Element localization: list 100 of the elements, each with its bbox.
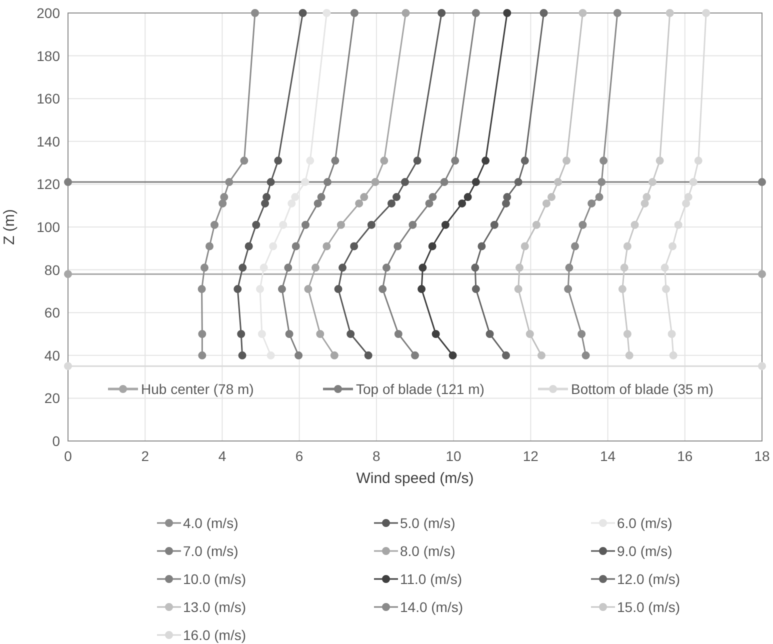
y-tick-label: 40 [44, 347, 60, 364]
point [515, 264, 524, 272]
point [503, 193, 512, 202]
point [578, 330, 586, 338]
point [471, 264, 480, 272]
point [350, 9, 358, 17]
point [330, 351, 338, 360]
point [285, 330, 294, 338]
point [502, 199, 510, 208]
point [387, 199, 396, 208]
point [668, 242, 677, 250]
point [571, 242, 580, 250]
point [600, 156, 608, 165]
point [432, 330, 440, 338]
point [666, 9, 674, 17]
point [312, 264, 320, 272]
point [252, 220, 260, 229]
point [382, 264, 390, 272]
point [451, 156, 460, 165]
point [322, 242, 331, 250]
point [564, 285, 572, 294]
legend-label: 12.0 (m/s) [617, 571, 680, 587]
point [210, 220, 219, 229]
point [266, 351, 275, 360]
point [702, 9, 710, 17]
point [294, 351, 303, 360]
point [206, 242, 214, 250]
point [346, 330, 355, 338]
x-tick-label: 6 [295, 448, 304, 464]
point [64, 270, 72, 278]
point [428, 193, 437, 202]
point [355, 199, 364, 208]
point [200, 264, 208, 272]
point [472, 9, 480, 17]
point [198, 351, 206, 360]
legend-label: 6.0 (m/s) [617, 515, 672, 531]
point [198, 330, 206, 338]
x-axis-title: Wind speed (m/s) [356, 470, 474, 487]
point [689, 178, 698, 186]
y-tick-label: 80 [44, 262, 60, 278]
point [674, 220, 682, 229]
legend-label: Bottom of blade (35 m) [571, 381, 714, 397]
point [613, 9, 622, 17]
point [350, 242, 358, 250]
point [464, 193, 472, 202]
legend-label: Top of blade (121 m) [356, 381, 484, 397]
point [269, 242, 278, 250]
point [298, 9, 307, 17]
point [656, 156, 664, 165]
point [225, 178, 234, 186]
point [364, 351, 372, 360]
point [595, 193, 604, 202]
point [440, 178, 448, 186]
point [256, 285, 264, 294]
legend-label: 13.0 (m/s) [183, 599, 246, 615]
point [540, 9, 548, 17]
point [220, 193, 228, 202]
point [502, 351, 510, 360]
point [301, 178, 310, 186]
point [378, 285, 387, 294]
point [266, 178, 275, 186]
point [408, 220, 417, 229]
point [240, 156, 248, 165]
point [618, 285, 626, 294]
point [490, 220, 498, 229]
legend-label: 14.0 (m/s) [400, 599, 464, 615]
point [64, 362, 72, 370]
point [302, 220, 310, 229]
point [669, 351, 678, 360]
point [472, 178, 480, 186]
x-tick-label: 14 [600, 448, 616, 464]
point [278, 285, 286, 294]
y-axis-title: Z (m) [1, 209, 18, 245]
legend-label: 9.0 (m/s) [617, 543, 672, 559]
point [64, 178, 72, 186]
point [486, 330, 494, 338]
point [258, 330, 266, 338]
point [472, 285, 480, 294]
y-tick-label: 160 [36, 90, 60, 107]
point [682, 199, 690, 208]
point [582, 351, 590, 360]
point [413, 156, 422, 165]
point [279, 220, 288, 229]
point [402, 9, 410, 17]
x-tick-label: 0 [64, 448, 72, 464]
point [660, 264, 669, 272]
point [304, 285, 312, 294]
point [630, 220, 639, 229]
point [623, 330, 632, 338]
point [542, 199, 550, 208]
legend-label: 4.0 (m/s) [183, 515, 238, 531]
point [438, 9, 446, 17]
point [262, 193, 271, 202]
point [625, 351, 634, 360]
point [537, 351, 546, 360]
point [244, 242, 253, 250]
point [237, 330, 246, 338]
point [758, 178, 766, 186]
legend-label: 10.0 (m/s) [183, 571, 246, 587]
point [547, 193, 556, 202]
